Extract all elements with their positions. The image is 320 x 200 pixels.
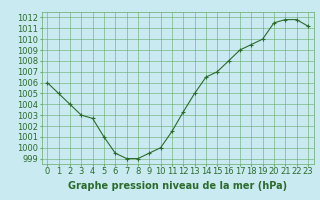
X-axis label: Graphe pression niveau de la mer (hPa): Graphe pression niveau de la mer (hPa): [68, 181, 287, 191]
